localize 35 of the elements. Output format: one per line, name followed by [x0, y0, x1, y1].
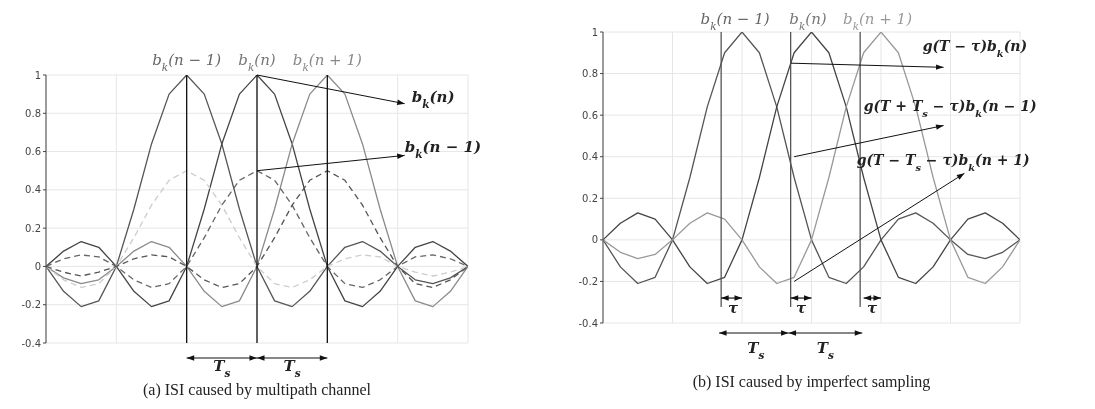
text: b$_{k}$(n) — [238, 51, 276, 73]
y-tick-label: 1 — [34, 69, 41, 81]
y-tick-label: 0 — [34, 260, 41, 272]
y-tick-label: -0.2 — [578, 275, 598, 287]
annotation: b$_{k}$(n − 1) — [700, 10, 770, 32]
annotation: b$_{k}$(n) — [411, 87, 455, 110]
y-tick-label: 0.2 — [25, 222, 41, 234]
text: b$_{k}$(n − 1) — [152, 51, 222, 73]
text: T$_{s}$ — [747, 339, 765, 361]
y-tick-label: -0.4 — [578, 317, 598, 329]
text: T$_{s}$ — [816, 339, 835, 361]
y-tick-label: 0.8 — [25, 107, 41, 119]
y-tick-label: 0.6 — [582, 109, 598, 121]
y-tick-label: 0.6 — [25, 146, 41, 158]
y-tick-label: 0.8 — [582, 68, 598, 80]
annotation: b$_{k}$(n + 1) — [843, 10, 913, 32]
annotation: b$_{k}$(n − 1) — [404, 137, 482, 160]
y-tick-label: -0.2 — [21, 299, 41, 311]
y-tick-label: 0.4 — [25, 184, 41, 196]
text: T$_{s}$ — [213, 357, 231, 379]
y-tick-label: 0.4 — [582, 151, 598, 163]
text: T$_{s}$ — [283, 357, 301, 379]
annotation: τ — [866, 298, 878, 317]
text: (b) ISI caused by imperfect sampling — [692, 373, 931, 391]
y-tick-label: 1 — [591, 26, 598, 38]
annotation: τ — [796, 298, 808, 317]
y-tick-label: 0 — [591, 234, 598, 246]
annotation: b$_{k}$(n) — [789, 10, 827, 32]
annotation: g(T + T$_{s}$ − τ)b$_{k}$(n − 1) — [863, 97, 1037, 119]
text: (a) ISI caused by multipath channel — [143, 381, 372, 399]
annotation: g(T − τ)b$_{k}$(n) — [922, 37, 1028, 59]
y-tick-label: 0.2 — [582, 192, 598, 204]
annotation: τ — [727, 298, 739, 317]
text: b$_{k}$(n + 1) — [292, 51, 362, 73]
y-tick-label: -0.4 — [21, 337, 41, 349]
